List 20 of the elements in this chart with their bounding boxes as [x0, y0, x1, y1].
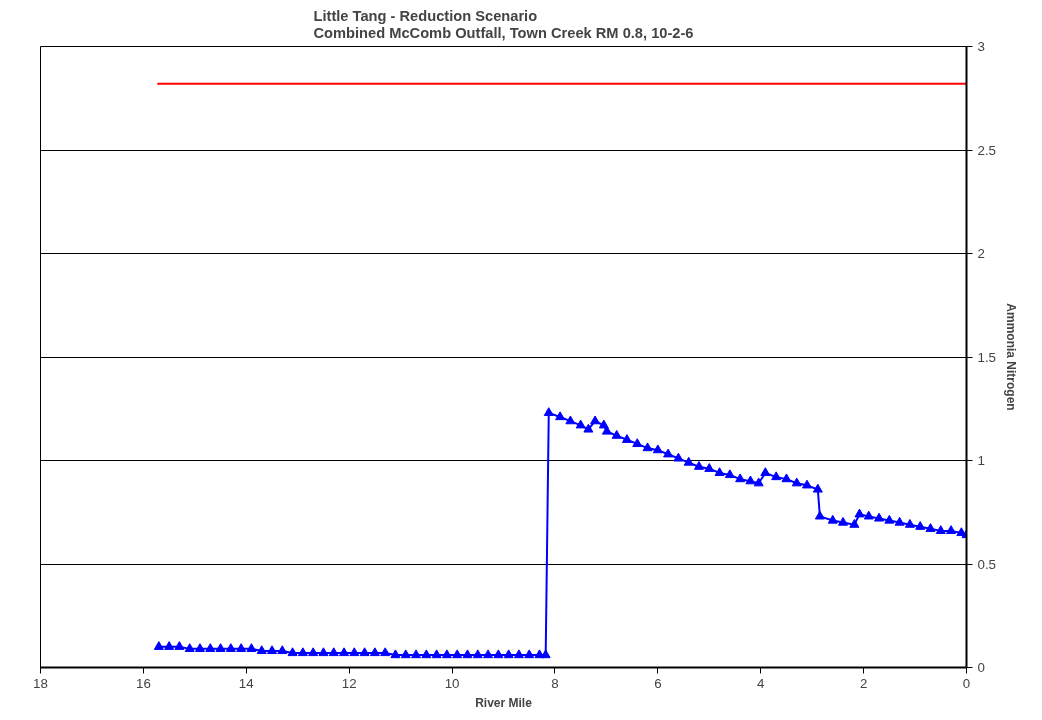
y-tick-label: 0 [977, 660, 985, 675]
x-tick-label: 16 [135, 675, 151, 691]
y-axis-title: Ammonia Nitrogen [1004, 303, 1019, 411]
y-tick-label: 1.5 [977, 349, 997, 365]
y-tick-label: 2.5 [977, 142, 997, 158]
x-tick-label: 12 [341, 675, 357, 691]
x-tick-label: 0 [962, 675, 971, 691]
y-tick-label: 2 [977, 246, 985, 261]
x-tick-label: 10 [444, 675, 460, 691]
y-tick-label: 3 [977, 39, 985, 54]
x-tick-label: 8 [551, 675, 559, 691]
x-axis-title: River Mile [475, 695, 533, 710]
y-tick-label: 0.5 [977, 556, 997, 572]
x-tick-label: 4 [757, 675, 766, 691]
x-tick-label: 14 [238, 675, 255, 691]
chart-title: Little Tang - Reduction Scenario Combined McComb Outfall, Town Creek RM 0.8, 10-2-6 [313, 7, 694, 42]
x-tick-label: 2 [859, 675, 868, 691]
y-tick-label: 1 [977, 453, 985, 468]
x-tick-label: 18 [33, 675, 48, 691]
x-tick-label: 6 [654, 675, 662, 691]
